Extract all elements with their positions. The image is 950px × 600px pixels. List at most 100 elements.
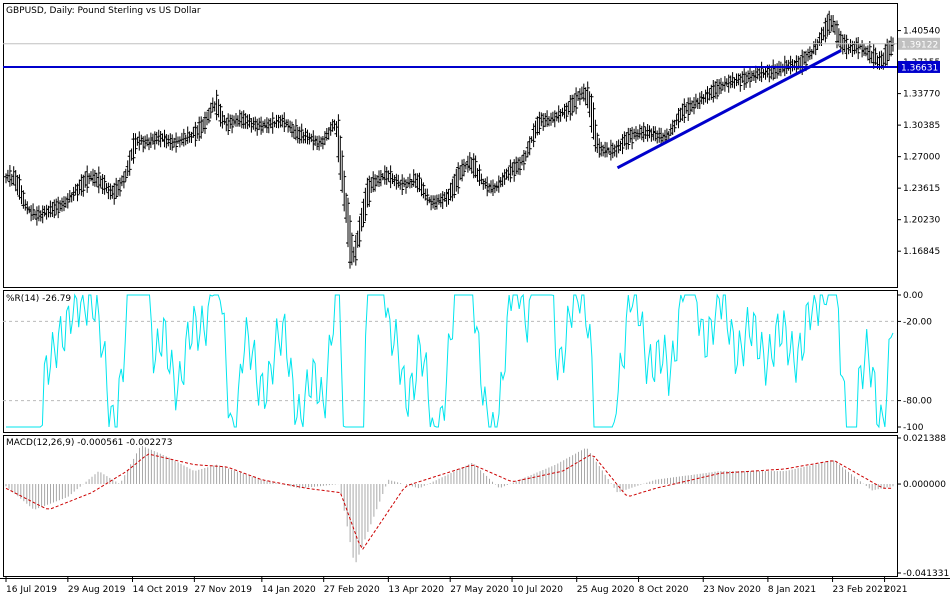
price-bar: [400, 174, 405, 195]
price-tick-label: 1.27000: [903, 153, 940, 163]
pane-frame-2: [3, 290, 898, 433]
price-bars: [4, 10, 895, 269]
price-tick-label: 1.30385: [903, 121, 940, 131]
time-tick-label: 10 Jul 2020: [512, 585, 563, 595]
price-bar: [214, 89, 219, 121]
time-tick-label: 23 Feb 2021: [833, 585, 889, 595]
hline-price-label: 1.36631: [901, 63, 938, 73]
price-bar: [346, 197, 350, 248]
price-bar: [114, 177, 119, 199]
price-bar: [585, 81, 590, 109]
price-bar: [123, 168, 128, 182]
price-bar: [421, 182, 426, 199]
time-tick-label: 25 Aug 2020: [577, 585, 635, 595]
price-bar: [336, 114, 341, 163]
price-bar: [417, 172, 422, 192]
time-tick-label: 13 Apr 2020: [388, 585, 444, 595]
price-bar: [199, 116, 204, 139]
price-bar: [340, 150, 345, 193]
price-bar: [127, 150, 132, 176]
price-bar: [630, 126, 635, 150]
price-bar: [349, 232, 354, 266]
price-bar: [206, 108, 211, 124]
main-chart-title: GBPUSD, Daily: Pound Sterling vs US Doll…: [6, 6, 201, 16]
price-bar: [518, 156, 522, 176]
price-bar: [85, 165, 90, 193]
price-bar: [71, 186, 76, 201]
price-bar: [867, 41, 872, 64]
price-bar: [574, 87, 579, 115]
price-bar: [744, 71, 749, 88]
price-bar: [81, 174, 86, 197]
price-bar: [404, 179, 408, 194]
price-tick-label: 1.40540: [903, 27, 940, 37]
price-bar: [425, 188, 430, 206]
current-price-label: 1.39122: [901, 40, 938, 50]
wr-tick-label: -20.00: [903, 317, 932, 327]
current-price-tag: [898, 37, 940, 50]
price-bar: [131, 133, 136, 164]
williams-r-line: [6, 293, 894, 429]
time-tick-label: 14 Oct 2019: [133, 585, 189, 595]
price-bar: [17, 174, 22, 200]
price-bar: [531, 123, 536, 148]
price-bar: [508, 159, 513, 183]
ascending-trendline: [616, 49, 842, 170]
price-tick-label: 1.16845: [903, 247, 940, 257]
price-bar: [174, 132, 179, 153]
price-bar: [715, 79, 720, 100]
pane-frame-1: [3, 3, 898, 288]
price-bar: [626, 127, 631, 150]
time-tick-label: 27 Nov 2019: [194, 585, 252, 595]
price-bar: [121, 171, 126, 189]
time-tick-label: 8 Jan 2021: [768, 585, 816, 595]
macd-tick-label: 0.000000: [903, 480, 946, 490]
price-bar: [462, 158, 466, 177]
price-bar: [181, 128, 186, 147]
price-bar: [456, 162, 461, 194]
price-bar: [641, 122, 646, 143]
price-bar: [827, 10, 832, 35]
wr-tick-label: -100: [903, 423, 924, 433]
price-bar: [686, 97, 691, 121]
time-tick-label: 27 Feb 2020: [324, 585, 380, 595]
price-bar: [230, 114, 235, 134]
wr-tick-label: -80.00: [903, 397, 932, 407]
wr-tick-label: 0.00: [903, 291, 923, 301]
macd-tick-label: -0.041331: [903, 569, 949, 579]
price-bar: [473, 155, 478, 178]
price-bar: [193, 121, 198, 147]
price-bar: [593, 119, 598, 152]
price-bar: [75, 183, 80, 202]
price-bar: [226, 113, 231, 135]
price-bar: [118, 177, 122, 197]
price-bar: [52, 199, 57, 219]
price-bar: [527, 136, 532, 156]
pane-frame-3: [3, 435, 898, 577]
price-bar: [357, 216, 362, 248]
time-tick-label: 23 Nov 2020: [703, 585, 761, 595]
price-bar: [133, 133, 138, 154]
time-tick-label: 27 May 2020: [450, 585, 509, 595]
price-bar: [363, 187, 368, 222]
price-bar: [102, 175, 107, 195]
price-bar: [537, 111, 542, 135]
williams-r-title: %R(14) -26.79: [6, 294, 71, 304]
price-bar: [844, 34, 849, 60]
time-tick-label: 2021: [885, 585, 908, 595]
price-bar: [361, 198, 366, 227]
price-bar: [672, 119, 677, 133]
macd-tick-label: 0.021388: [903, 434, 946, 444]
price-bar: [388, 165, 393, 189]
hline-price-tag: [898, 60, 940, 73]
time-tick-label: 8 Oct 2020: [639, 585, 689, 595]
price-bar: [353, 235, 358, 266]
price-bar: [342, 170, 347, 212]
price-bar: [290, 121, 294, 138]
price-bar: [759, 61, 764, 83]
price-bar: [589, 93, 594, 133]
price-bar: [348, 215, 352, 269]
price-bar: [591, 102, 596, 140]
